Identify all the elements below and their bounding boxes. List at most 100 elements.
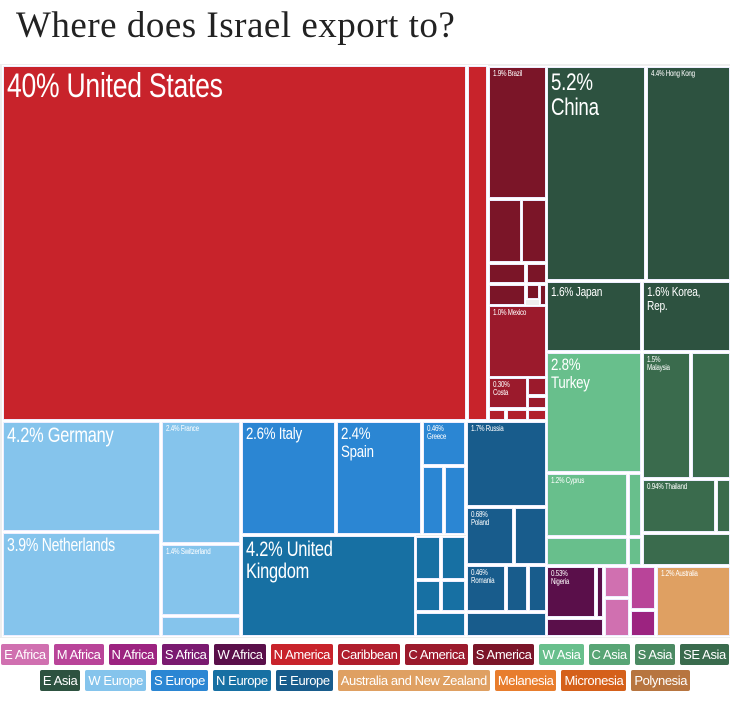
treemap-cell[interactable] xyxy=(467,65,488,421)
treemap-cell[interactable] xyxy=(488,409,506,421)
treemap-cell-germany[interactable]: 4.2% Germany xyxy=(2,421,161,532)
treemap-cell[interactable] xyxy=(642,533,730,566)
treemap-cell-netherlands[interactable]: 3.9% Netherlands xyxy=(2,532,161,637)
treemap-label: 2.8% Turkey xyxy=(551,355,590,392)
treemap-label: 0.94% Thailand xyxy=(647,482,687,491)
treemap-cell[interactable] xyxy=(528,565,547,612)
treemap-cell[interactable] xyxy=(628,473,642,537)
treemap-cell-nigeria[interactable]: 0.53% Nigeria xyxy=(546,566,596,618)
legend-item-s-africa[interactable]: S Africa xyxy=(161,644,210,665)
treemap-cell-hong-kong[interactable]: 4.4% Hong Kong xyxy=(646,66,730,281)
treemap-cell-turkey[interactable]: 2.8% Turkey xyxy=(546,352,642,473)
treemap-label: 0.30% Costa xyxy=(493,380,510,398)
legend-item-w-asia[interactable]: W Asia xyxy=(539,644,584,665)
treemap-cell[interactable] xyxy=(488,263,526,284)
treemap-cell-brazil[interactable]: 1.9% Brazil xyxy=(488,66,547,199)
legend-item-w-europe[interactable]: W Europe xyxy=(85,670,146,691)
treemap-cell[interactable] xyxy=(444,466,466,535)
treemap-cell-greece[interactable]: 0.46% Greece xyxy=(422,421,466,466)
treemap-cell-korea-rep-[interactable]: 1.6% Korea, Rep. xyxy=(642,281,730,352)
treemap-label: 4.2% United Kingdom xyxy=(246,538,333,584)
treemap-cell[interactable] xyxy=(716,479,730,533)
treemap-label: 1.5% Malaysia xyxy=(647,355,670,373)
treemap-cell[interactable] xyxy=(161,616,241,637)
treemap-label: 0.46% Greece xyxy=(427,424,447,442)
treemap-label: 1.6% Korea, Rep. xyxy=(647,284,701,313)
treemap-cell[interactable] xyxy=(630,566,656,610)
legend-item-caribbean[interactable]: Caribbean xyxy=(338,644,401,665)
treemap-cell[interactable] xyxy=(506,409,528,421)
treemap-cell[interactable] xyxy=(441,580,466,612)
treemap-label: 2.6% Italy xyxy=(246,424,302,443)
treemap-label: 0.68% Poland xyxy=(471,510,490,528)
treemap-cell[interactable] xyxy=(596,566,604,618)
treemap-cell[interactable] xyxy=(441,536,466,580)
treemap-cell[interactable] xyxy=(526,284,540,300)
treemap-cell[interactable] xyxy=(527,396,547,409)
treemap-label: 1.0% Mexico xyxy=(493,308,527,317)
legend-item-melanesia[interactable]: Melanesia xyxy=(494,670,557,691)
treemap-cell-australia[interactable]: 1.2% Australia xyxy=(656,566,730,637)
treemap-cell[interactable] xyxy=(488,199,522,263)
legend-item-se-asia[interactable]: SE Asia xyxy=(680,644,729,665)
legend: E Africa M Africa N Africa S Africa W Africa… xyxy=(0,644,730,696)
legend-item-n-africa[interactable]: N Africa xyxy=(108,644,157,665)
treemap-cell-switzerland[interactable]: 1.4% Switzerland xyxy=(161,544,241,616)
legend-item-m-africa[interactable]: M Africa xyxy=(53,644,104,665)
treemap-cell-spain[interactable]: 2.4% Spain xyxy=(336,421,422,535)
treemap-cell-italy[interactable]: 2.6% Italy xyxy=(241,421,336,535)
legend-item-e-asia[interactable]: E Asia xyxy=(39,670,81,691)
treemap-cell[interactable] xyxy=(415,612,466,637)
legend-item-e-africa[interactable]: E Africa xyxy=(1,644,49,665)
treemap-cell[interactable] xyxy=(539,284,547,306)
treemap-cell[interactable] xyxy=(546,537,628,566)
treemap-cell-united-states[interactable]: 40% United States xyxy=(2,65,467,421)
legend-item-c-asia[interactable]: C Asia xyxy=(588,644,630,665)
legend-item-n-europe[interactable]: N Europe xyxy=(212,670,271,691)
treemap-cell[interactable] xyxy=(466,612,547,637)
treemap-cell[interactable] xyxy=(526,263,547,284)
treemap-cell-thailand[interactable]: 0.94% Thailand xyxy=(642,479,716,533)
treemap-cell-japan[interactable]: 1.6% Japan xyxy=(546,281,642,352)
treemap-cell[interactable] xyxy=(422,466,444,535)
legend-item-c-america[interactable]: C America xyxy=(405,644,468,665)
treemap-cell-malaysia[interactable]: 1.5% Malaysia xyxy=(642,352,691,479)
treemap-cell[interactable] xyxy=(415,580,441,612)
treemap-cell[interactable] xyxy=(630,610,656,637)
treemap-cell-united-kingdom[interactable]: 4.2% United Kingdom xyxy=(241,535,416,637)
treemap-label: 1.2% Cyprus xyxy=(551,476,585,485)
legend-row: E Asia W Europe S Europe N Europe E Europe Au… xyxy=(0,670,730,691)
legend-item-s-asia[interactable]: S Asia xyxy=(634,644,676,665)
treemap-cell-poland[interactable]: 0.68% Poland xyxy=(466,507,514,565)
treemap-cell-china[interactable]: 5.2% China xyxy=(546,66,646,281)
treemap-cell[interactable] xyxy=(506,565,528,612)
treemap-cell[interactable] xyxy=(527,377,547,396)
legend-item-australia-and-new-zealand[interactable]: Australia and New Zealand xyxy=(337,670,490,691)
treemap-cell-cyprus[interactable]: 1.2% Cyprus xyxy=(546,473,628,537)
legend-item-polynesia[interactable]: Polynesia xyxy=(631,670,691,691)
treemap-cell-romania[interactable]: 0.46% Romania xyxy=(466,565,506,612)
treemap-cell[interactable] xyxy=(527,409,547,421)
legend-item-s-america[interactable]: S America xyxy=(472,644,535,665)
treemap-cell-costa-rica[interactable]: 0.30% Costa xyxy=(488,377,528,409)
treemap-cell[interactable] xyxy=(691,352,730,479)
treemap-cell[interactable] xyxy=(628,537,642,566)
treemap-cell[interactable] xyxy=(546,618,604,637)
treemap-cell[interactable] xyxy=(488,284,526,306)
legend-item-s-europe[interactable]: S Europe xyxy=(150,670,208,691)
legend-item-n-america[interactable]: N America xyxy=(270,644,334,665)
treemap-cell[interactable] xyxy=(521,199,547,263)
treemap-label: 1.2% Australia xyxy=(661,569,698,578)
treemap-cell-mexico[interactable]: 1.0% Mexico xyxy=(488,305,547,378)
treemap-cell-russia[interactable]: 1.7% Russia xyxy=(466,421,547,507)
treemap-cell[interactable] xyxy=(604,566,630,598)
treemap-cell[interactable] xyxy=(514,507,547,565)
legend-item-micronesia[interactable]: Micronesia xyxy=(561,670,627,691)
treemap-cell[interactable] xyxy=(415,536,441,580)
treemap-label: 1.7% Russia xyxy=(471,424,504,433)
treemap-label: 4.4% Hong Kong xyxy=(651,69,695,78)
legend-item-e-europe[interactable]: E Europe xyxy=(275,670,333,691)
treemap-cell[interactable] xyxy=(604,598,630,637)
legend-item-w-africa[interactable]: W Africa xyxy=(214,644,266,665)
treemap-cell-france[interactable]: 2.4% France xyxy=(161,421,241,544)
